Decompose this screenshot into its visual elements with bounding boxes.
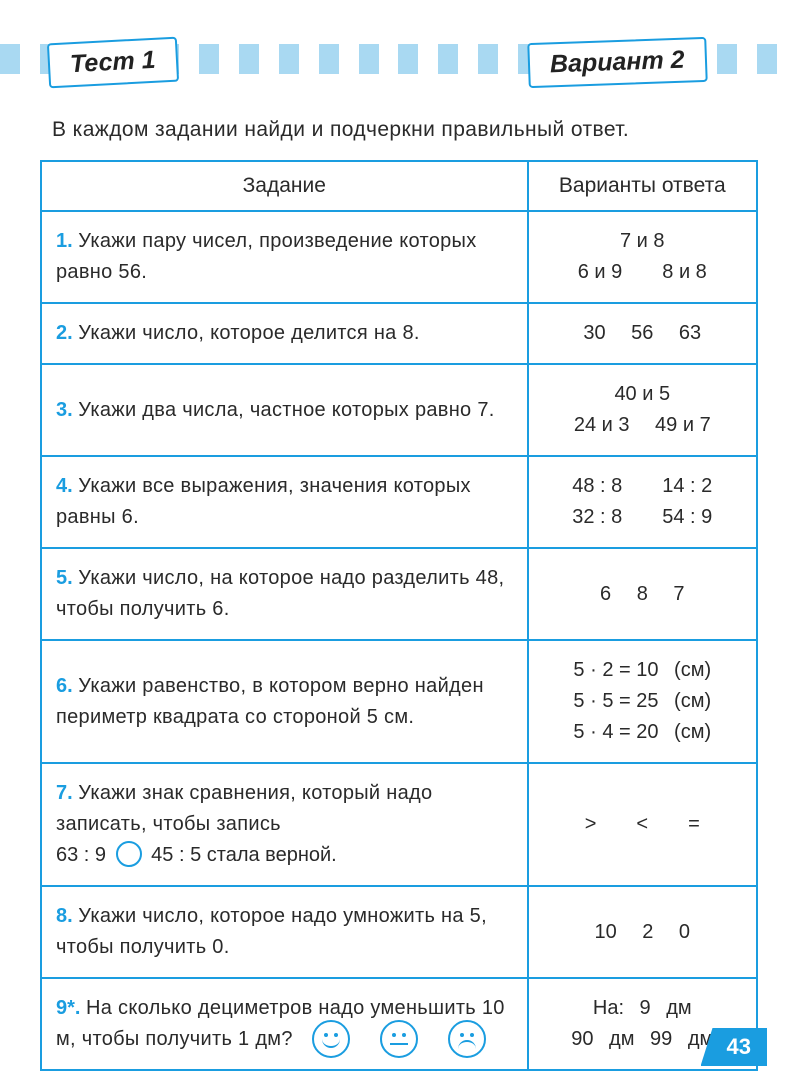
- answer-options: 30 56 63: [543, 318, 742, 349]
- answers-cell: 40 и 524 и 3 49 и 7: [528, 364, 757, 456]
- task-number: 9*.: [56, 997, 80, 1019]
- task-cell: 1. Укажи пару чисел, произведение которы…: [41, 211, 528, 303]
- table-row: 8. Укажи число, которое надо умножить на…: [41, 886, 757, 978]
- face-happy-icon[interactable]: [312, 1020, 350, 1058]
- header-answers: Варианты ответа: [528, 161, 757, 211]
- task-text: Укажи число, на которое надо разделить 4…: [56, 567, 504, 620]
- task-cell: 4. Укажи все выражения, значения которых…: [41, 456, 528, 548]
- task-cell: 8. Укажи число, которое надо умножить на…: [41, 886, 528, 978]
- task-text: Укажи число, которое делится на 8.: [78, 322, 420, 344]
- task-cell: 3. Укажи два числа, частное которых равн…: [41, 364, 528, 456]
- face-neutral-icon[interactable]: [380, 1020, 418, 1058]
- answer-options: 7 и 86 и 9 8 и 8: [543, 226, 742, 288]
- answers-cell: 10 2 0: [528, 886, 757, 978]
- task-text: Укажи два числа, частное которых равно 7…: [78, 399, 494, 421]
- task-number: 6.: [56, 675, 73, 697]
- answer-options: 5 · 2 = 10 (см)5 · 5 = 25 (см)5 · 4 = 20…: [543, 655, 742, 748]
- task-text: Укажи пару чисел, произведение которых р…: [56, 230, 477, 283]
- answer-options: 40 и 524 и 3 49 и 7: [543, 379, 742, 441]
- table-row: 6. Укажи равенство, в котором верно найд…: [41, 640, 757, 763]
- answers-cell: > < =: [528, 763, 757, 886]
- answer-options: 48 : 8 14 : 232 : 8 54 : 9: [543, 471, 742, 533]
- task-text: Укажи все выражения, значения которых ра…: [56, 475, 471, 528]
- task-number: 7.: [56, 782, 73, 804]
- task-text: Укажи знак сравнения, который надо запис…: [56, 782, 432, 835]
- answers-cell: 48 : 8 14 : 232 : 8 54 : 9: [528, 456, 757, 548]
- header-task: Задание: [41, 161, 528, 211]
- table-row: 5. Укажи число, на которое надо разделит…: [41, 548, 757, 640]
- task-number: 4.: [56, 475, 73, 497]
- task-number: 8.: [56, 905, 73, 927]
- task-table: Задание Варианты ответа 1. Укажи пару чи…: [40, 160, 758, 1071]
- comparison-expression: 63 : 9 45 : 5 стала верной.: [56, 844, 337, 866]
- task-number: 2.: [56, 322, 73, 344]
- task-number: 3.: [56, 399, 73, 421]
- variant-badge: Вариант 2: [528, 37, 708, 88]
- task-cell: 5. Укажи число, на которое надо разделит…: [41, 548, 528, 640]
- answers-cell: 6 8 7: [528, 548, 757, 640]
- table-row: 7. Укажи знак сравнения, который надо за…: [41, 763, 757, 886]
- answer-options: 6 8 7: [543, 579, 742, 610]
- table-row: 2. Укажи число, которое делится на 8. 30 …: [41, 303, 757, 364]
- task-text: Укажи равенство, в котором верно найден …: [56, 675, 484, 728]
- answers-cell: 7 и 86 и 9 8 и 8: [528, 211, 757, 303]
- task-cell: 6. Укажи равенство, в котором верно найд…: [41, 640, 528, 763]
- answers-cell: 30 56 63: [528, 303, 757, 364]
- task-cell: 7. Укажи знак сравнения, который надо за…: [41, 763, 528, 886]
- table-row: 3. Укажи два числа, частное которых равн…: [41, 364, 757, 456]
- answer-options: > < =: [543, 809, 742, 840]
- answer-options: 10 2 0: [543, 917, 742, 948]
- intro-text: В каждом задании найди и подчеркни прави…: [52, 118, 737, 142]
- task-number: 5.: [56, 567, 73, 589]
- table-row: 1. Укажи пару чисел, произведение которы…: [41, 211, 757, 303]
- blank-circle-icon: [116, 841, 142, 867]
- task-number: 1.: [56, 230, 73, 252]
- rating-faces: [0, 1020, 797, 1058]
- test-badge: Тест 1: [47, 37, 179, 89]
- task-text: Укажи число, которое надо умножить на 5,…: [56, 905, 487, 958]
- face-sad-icon[interactable]: [448, 1020, 486, 1058]
- table-row: 4. Укажи все выражения, значения которых…: [41, 456, 757, 548]
- answers-cell: 5 · 2 = 10 (см)5 · 5 = 25 (см)5 · 4 = 20…: [528, 640, 757, 763]
- task-cell: 2. Укажи число, которое делится на 8.: [41, 303, 528, 364]
